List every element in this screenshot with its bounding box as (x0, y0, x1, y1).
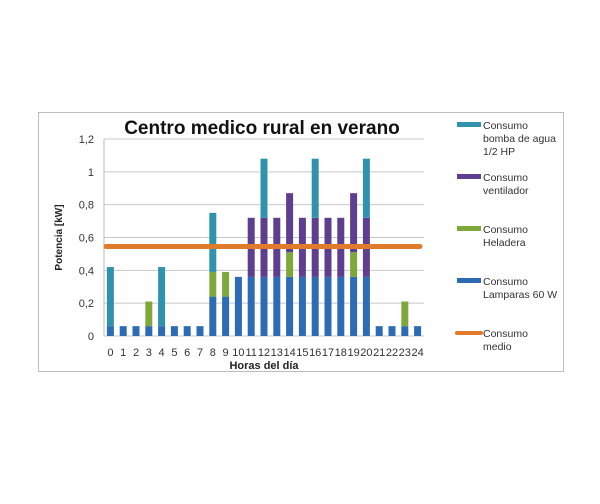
y-tick-label: 0,2 (79, 298, 94, 310)
bar-segment (350, 276, 358, 336)
bar-segment (324, 276, 332, 336)
x-tick-label: 14 (283, 347, 295, 359)
bar-segment (362, 158, 370, 218)
bar-segment (209, 271, 217, 297)
bar-segment (337, 276, 345, 336)
bar-segment (183, 326, 191, 336)
bar-segment (234, 276, 242, 336)
bar-segment (273, 276, 281, 336)
x-tick-label: 9 (223, 347, 229, 359)
legend-label: Consumo (483, 328, 528, 340)
x-tick-label: 2 (133, 347, 139, 359)
bar-segment (401, 301, 409, 327)
x-tick-label: 3 (146, 347, 152, 359)
bar-segment (414, 326, 422, 336)
bar-segment (145, 326, 153, 336)
legend-label: 1/2 HP (483, 146, 515, 158)
bar-segment (286, 252, 294, 277)
x-tick-label: 19 (347, 347, 359, 359)
x-tick-label: 23 (399, 347, 411, 359)
x-axis-label: Horas del día (229, 360, 299, 372)
bar-segment (298, 276, 306, 336)
legend-swatch (457, 226, 481, 231)
legend-label: bomba de agua (483, 133, 556, 145)
bar-segment (311, 276, 319, 336)
bar-segment (222, 296, 230, 336)
y-tick-label: 0,6 (79, 233, 94, 245)
y-tick-label: 1 (88, 167, 94, 179)
x-tick-label: 0 (107, 347, 113, 359)
bar-segment (209, 212, 217, 272)
bar-segment (106, 267, 114, 327)
x-tick-label: 20 (360, 347, 372, 359)
bar-segment (196, 326, 204, 336)
bar-segment (132, 326, 140, 336)
x-tick-label: 15 (296, 347, 308, 359)
bar-segment (158, 326, 166, 336)
legend-label: ventilador (483, 185, 529, 197)
x-tick-label: 13 (271, 347, 283, 359)
bar-segment (350, 252, 358, 277)
x-tick-label: 24 (411, 347, 423, 359)
x-tick-label: 8 (210, 347, 216, 359)
x-tick-label: 5 (171, 347, 177, 359)
legend-label: Consumo (483, 172, 528, 184)
y-tick-label: 0,8 (79, 200, 94, 212)
x-tick-label: 12 (258, 347, 270, 359)
legend-label: Consumo (483, 120, 528, 132)
x-tick-label: 16 (309, 347, 321, 359)
legend-label: Heladera (483, 237, 526, 249)
bar-segment (286, 276, 294, 336)
x-tick-label: 6 (184, 347, 190, 359)
legend-label: Lamparas 60 W (483, 289, 557, 301)
legend-label: Consumo (483, 224, 528, 236)
bar-segment (209, 296, 217, 336)
chart-title: Centro medico rural en verano (124, 118, 400, 139)
y-axis-label: Potencia [kW] (54, 204, 65, 270)
bar-segment (375, 326, 383, 336)
x-tick-label: 22 (386, 347, 398, 359)
y-tick-label: 0,4 (79, 265, 94, 277)
legend-label: medio (483, 341, 512, 353)
bar-segment (106, 326, 114, 336)
legend-swatch (457, 122, 481, 127)
bar-segment (286, 193, 294, 253)
bar-segment (350, 193, 358, 253)
bar-segment (247, 276, 255, 336)
x-tick-label: 17 (322, 347, 334, 359)
bar-segment (401, 326, 409, 336)
legend-swatch (457, 278, 481, 283)
bar-segment (260, 276, 268, 336)
x-tick-label: 18 (335, 347, 347, 359)
x-tick-label: 10 (232, 347, 244, 359)
bar-segment (388, 326, 396, 336)
x-tick-label: 21 (373, 347, 385, 359)
bar-segment (145, 301, 153, 327)
x-tick-label: 4 (159, 347, 165, 359)
bar-segment (362, 276, 370, 336)
bar-segment (222, 271, 230, 297)
bar-segment (158, 267, 166, 327)
bar-segment (311, 158, 319, 218)
bar-segment (260, 158, 268, 218)
x-tick-label: 1 (120, 347, 126, 359)
x-tick-label: 7 (197, 347, 203, 359)
x-tick-label: 11 (245, 347, 256, 359)
legend-label: Consumo (483, 276, 528, 288)
y-tick-label: 0 (88, 331, 94, 343)
bar-segment (119, 326, 127, 336)
bar-segment (170, 326, 178, 336)
y-tick-label: 1,2 (79, 134, 94, 146)
legend-swatch (457, 174, 481, 179)
